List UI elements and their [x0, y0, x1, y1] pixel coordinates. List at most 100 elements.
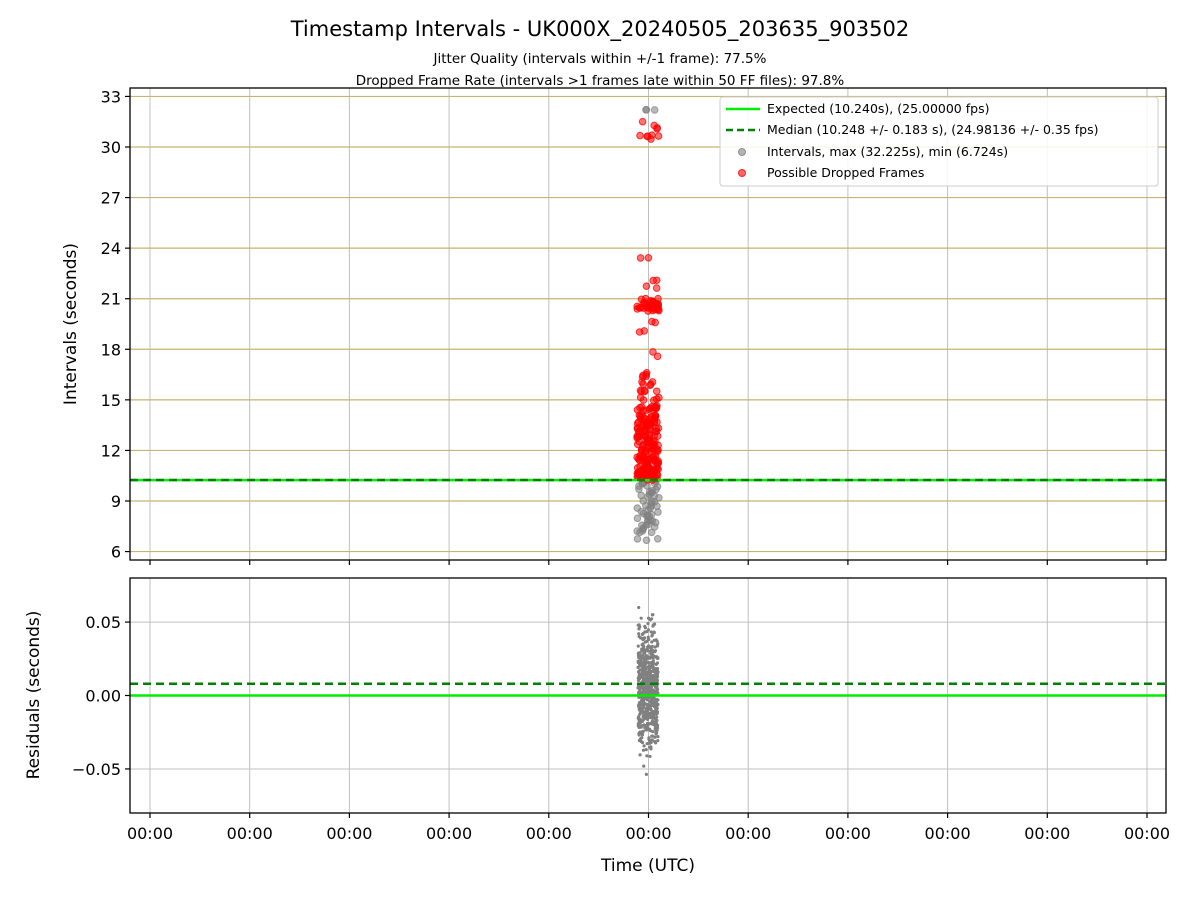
residual-point-592: [641, 637, 645, 642]
intervals-ytick-label-0: 6: [111, 543, 121, 562]
interval-point-29: [633, 504, 642, 512]
dropped-point-153: [633, 419, 642, 428]
intervals-ytick-label-9: 33: [101, 87, 121, 106]
residual-point-324: [652, 630, 656, 634]
dropped-point-253: [648, 131, 656, 139]
residual-point-626: [642, 651, 646, 655]
interval-point-44: [648, 486, 657, 495]
dropped-point-105: [633, 440, 642, 449]
residual-point-437: [647, 722, 652, 726]
residual-point-517: [653, 649, 658, 653]
intervals-ytick-label-1: 9: [111, 492, 121, 511]
residual-point-576: [646, 628, 651, 632]
interval-point-54: [650, 106, 659, 114]
residual-point-284: [639, 616, 643, 620]
residual-point-629: [649, 701, 653, 705]
residual-point-493: [652, 674, 656, 678]
x-tick-label-9: 00:00: [1024, 824, 1070, 843]
dropped-point-180: [649, 405, 658, 414]
intervals-x-ticks: [149, 560, 1148, 565]
x-axis-label: Time (UTC): [600, 856, 695, 876]
dropped-point-194: [639, 380, 647, 388]
residual-point-242: [645, 647, 649, 652]
residual-point-637: [655, 718, 659, 722]
residual-point-501: [646, 711, 650, 715]
residual-point-511: [639, 699, 644, 703]
residual-point-432: [640, 643, 644, 647]
dropped-point-203: [649, 348, 657, 356]
residual-point-641: [647, 727, 651, 731]
residual-point-88: [655, 715, 659, 719]
dropped-point-196: [646, 381, 654, 390]
residual-point-522: [655, 688, 659, 692]
residual-point-556: [638, 668, 642, 672]
interval-point-47: [635, 485, 643, 493]
residual-point-564: [652, 622, 657, 626]
residual-point-540: [641, 631, 645, 636]
residual-point-588: [644, 685, 648, 689]
residual-point-617: [641, 674, 645, 679]
legend-box: [719, 96, 1159, 187]
residuals-points: [636, 605, 660, 776]
residual-point-403: [643, 665, 647, 669]
residual-point-512: [643, 672, 647, 676]
residual-point-104: [644, 772, 649, 776]
residual-point-620: [654, 704, 658, 708]
residual-point-619: [637, 627, 641, 631]
residual-point-622: [650, 640, 654, 644]
residuals-ytick-label-0: −0.05: [72, 760, 121, 779]
residual-point-515: [650, 719, 655, 723]
intervals-y-axis-label: Intervals (seconds): [61, 243, 81, 405]
dropped-point-138: [642, 427, 651, 435]
legend-expected-label: Expected (10.240s), (25.00000 fps): [767, 101, 989, 116]
x-tick-label-0: 00:00: [127, 824, 173, 843]
residual-point-491: [656, 739, 660, 743]
dropped-point-207: [651, 318, 660, 327]
intervals-ytick-label-7: 27: [101, 189, 121, 208]
interval-point-39: [637, 491, 645, 500]
dropped-point-245: [649, 276, 657, 285]
residual-point-647: [650, 738, 654, 742]
residual-point-466: [647, 661, 651, 665]
residual-point-640: [654, 701, 658, 705]
x-tick-label-4: 00:00: [526, 824, 572, 843]
residual-point-601: [644, 706, 649, 711]
residual-point-567: [639, 725, 643, 729]
residual-point-549: [641, 713, 646, 717]
residual-point-603: [656, 669, 660, 674]
residual-point-388: [653, 645, 657, 649]
dropped-point-83: [639, 454, 648, 462]
interval-point-10: [637, 521, 646, 530]
residual-point-561: [641, 730, 645, 734]
residual-point-453: [654, 638, 658, 642]
dropped-point-242: [642, 282, 651, 290]
residual-point-518: [644, 657, 648, 662]
residual-point-615: [640, 664, 644, 668]
residual-point-639: [644, 748, 648, 752]
residual-point-553: [638, 660, 642, 664]
residual-point-557: [637, 651, 641, 655]
residual-point-598: [650, 650, 654, 655]
residual-point-480: [637, 678, 641, 682]
residual-point-646: [637, 707, 641, 711]
residual-point-545: [655, 711, 659, 716]
residuals-ytick-label-2: 0.05: [85, 613, 121, 632]
residual-point-366: [655, 661, 660, 665]
residual-point-277: [638, 712, 642, 716]
residual-point-392: [641, 654, 645, 658]
residual-point-267: [649, 630, 653, 634]
residual-point-440: [641, 748, 646, 752]
residual-point-607: [646, 675, 650, 679]
dropped-point-202: [653, 352, 662, 361]
residual-point-386: [637, 632, 641, 636]
dropped-point-81: [633, 453, 641, 462]
residual-point-580: [641, 679, 645, 683]
interval-point-1: [642, 536, 651, 545]
residual-point-571: [648, 745, 652, 749]
residual-point-389: [655, 674, 659, 678]
chart-title: Timestamp Intervals - UK000X_20240505_20…: [290, 17, 910, 42]
residuals-ytick-label-1: 0.00: [85, 687, 121, 706]
residual-point-533: [642, 648, 646, 652]
legend: Expected (10.240s), (25.00000 fps) Media…: [719, 96, 1159, 187]
x-tick-label-7: 00:00: [825, 824, 871, 843]
